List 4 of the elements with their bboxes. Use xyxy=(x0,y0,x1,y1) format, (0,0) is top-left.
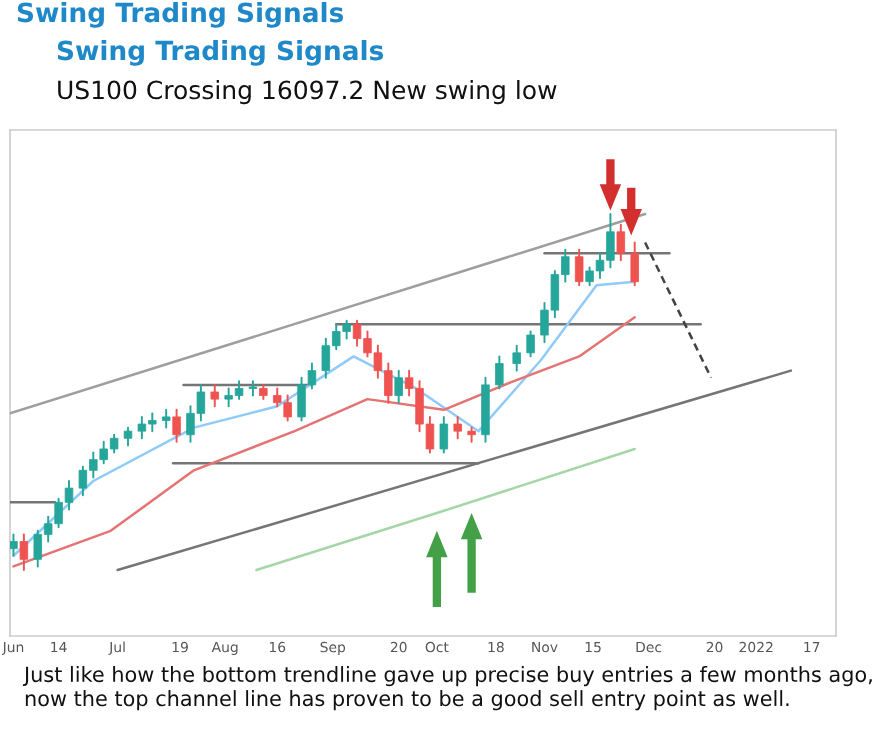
text: Swing Trading Signals xyxy=(17,2,344,28)
chart-title: Swing Trading Signals xyxy=(57,40,384,66)
chart-subtitle: US100 Crossing 16097.2 New swing low xyxy=(58,80,557,105)
text: Just like how the bottom trendline gave up precise buy entries a few months ago, now the top channel line has proven to be a good sell entry point as well. xyxy=(22,666,872,711)
